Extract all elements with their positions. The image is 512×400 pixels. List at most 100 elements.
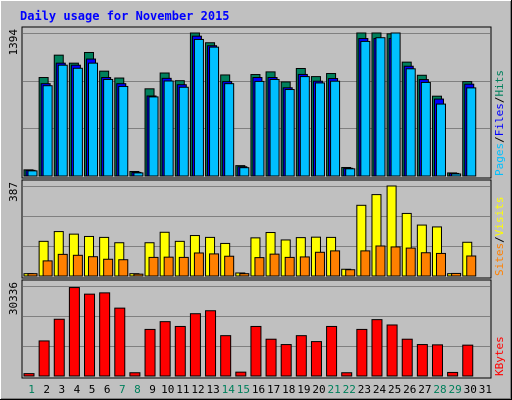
- bar-pages-day-12: [193, 38, 204, 177]
- x-tick-label: 3: [59, 383, 66, 396]
- bar-pages-day-20: [314, 82, 325, 177]
- bar-pages-day-30: [466, 87, 477, 177]
- bar-sites-day-8: [133, 273, 144, 277]
- x-tick-label: 22: [343, 383, 356, 396]
- x-tick-label: 27: [418, 383, 431, 396]
- legend-entry: Sites: [493, 243, 506, 276]
- bar-kbytes-day-19: [295, 335, 307, 377]
- bar-pages-day-11: [178, 86, 189, 177]
- bar-kbytes-day-3: [53, 318, 65, 377]
- chart-title: Daily usage for November 2015: [20, 9, 230, 23]
- bar-sites-day-21: [330, 250, 341, 277]
- bar-pages-day-16: [254, 80, 265, 177]
- bar-pages-day-4: [72, 67, 83, 177]
- bar-kbytes-day-24: [371, 319, 383, 377]
- bar-sites-day-1: [27, 273, 38, 277]
- bar-pages-day-18: [284, 89, 295, 177]
- bar-pages-day-13: [209, 46, 220, 177]
- bar-kbytes-day-7: [114, 307, 126, 377]
- bar-sites-day-24: [375, 245, 386, 277]
- bar-kbytes-day-4: [68, 287, 80, 377]
- bar-kbytes-day-25: [386, 324, 398, 377]
- bar-sites-day-11: [178, 256, 189, 277]
- bar-kbytes-day-18: [280, 344, 292, 377]
- bar-sites-day-18: [284, 256, 295, 277]
- bar-sites-day-12: [193, 252, 204, 277]
- x-tick-label: 1: [28, 383, 35, 396]
- bar-pages-day-28: [435, 103, 446, 177]
- bar-kbytes-day-29: [447, 371, 459, 377]
- panel-top-max-label: 1394: [7, 29, 20, 56]
- series-kbytes: [23, 287, 474, 377]
- x-tick-label: 24: [373, 383, 387, 396]
- bar-pages-day-23: [360, 40, 371, 177]
- bar-kbytes-day-26: [401, 338, 413, 377]
- bar-sites-day-9: [148, 256, 159, 277]
- bar-kbytes-day-10: [159, 321, 171, 377]
- bar-sites-day-6: [103, 258, 114, 277]
- bar-sites-day-25: [390, 246, 401, 277]
- bar-pages-day-29: [451, 173, 462, 177]
- x-tick-label: 2: [43, 383, 50, 396]
- x-tick-label: 23: [358, 383, 371, 396]
- legend-entry: Files: [493, 103, 506, 136]
- x-axis-day-labels: 1 2 3 4 5 6 7 8 9 10 11 12 13 14 15 16 17 18 19 20 21 22 23 24 2…: [28, 383, 492, 396]
- x-tick-label: 19: [297, 383, 310, 396]
- x-tick-label: 15: [237, 383, 250, 396]
- bar-sites-day-15: [239, 273, 250, 277]
- x-tick-label: 14: [222, 383, 236, 396]
- bar-pages-day-24: [375, 37, 386, 177]
- panel-bottom-legend: KBytes: [493, 336, 506, 376]
- bar-sites-day-3: [57, 253, 68, 277]
- legend-entry: /: [493, 136, 506, 143]
- bar-kbytes-day-11: [174, 325, 186, 377]
- x-tick-label: 6: [104, 383, 111, 396]
- bar-kbytes-day-15: [235, 371, 247, 377]
- x-tick-label: 10: [161, 383, 174, 396]
- bar-sites-day-10: [163, 256, 174, 277]
- bar-sites-day-13: [209, 253, 220, 277]
- bar-kbytes-day-6: [99, 292, 111, 377]
- x-tick-label: 5: [89, 383, 96, 396]
- bar-pages-day-3: [57, 64, 68, 177]
- bar-kbytes-day-27: [416, 344, 428, 377]
- legend-entry: Visits: [493, 197, 506, 237]
- series-pages: [27, 32, 477, 177]
- x-tick-label: 9: [149, 383, 156, 396]
- bar-pages-day-2: [42, 85, 53, 177]
- x-tick-label: 20: [312, 383, 325, 396]
- bar-kbytes-day-23: [356, 328, 368, 377]
- x-tick-label: 28: [433, 383, 446, 396]
- x-tick-label: 8: [134, 383, 141, 396]
- legend-entry: Pages: [493, 143, 506, 176]
- bar-pages-day-6: [103, 78, 114, 177]
- bar-sites-day-30: [466, 255, 477, 277]
- bar-sites-day-14: [224, 255, 235, 277]
- bar-pages-day-10: [163, 80, 174, 177]
- x-tick-label: 12: [191, 383, 204, 396]
- bar-kbytes-day-5: [84, 293, 96, 377]
- bar-pages-day-8: [133, 172, 144, 177]
- bar-pages-day-17: [269, 78, 280, 177]
- bar-sites-day-17: [269, 253, 280, 277]
- bar-pages-day-1: [27, 170, 38, 177]
- bar-kbytes-day-14: [220, 335, 232, 377]
- bar-sites-day-16: [254, 257, 265, 277]
- x-tick-label: 7: [119, 383, 126, 396]
- bar-kbytes-day-22: [341, 372, 353, 377]
- bar-kbytes-day-2: [38, 340, 50, 377]
- x-tick-label: 25: [388, 383, 401, 396]
- bar-pages-day-9: [148, 96, 159, 177]
- series-sites: [27, 245, 477, 277]
- bar-sites-day-28: [435, 252, 446, 277]
- legend-entry: /: [493, 236, 506, 243]
- bar-sites-day-2: [42, 260, 53, 277]
- bar-kbytes-day-17: [265, 338, 277, 377]
- panel-bottom-max-label: 30336: [7, 282, 20, 315]
- bar-pages-day-27: [420, 81, 431, 177]
- x-tick-label: 17: [267, 383, 280, 396]
- legend-entry: KBytes: [493, 336, 506, 376]
- bar-pages-day-21: [330, 80, 341, 177]
